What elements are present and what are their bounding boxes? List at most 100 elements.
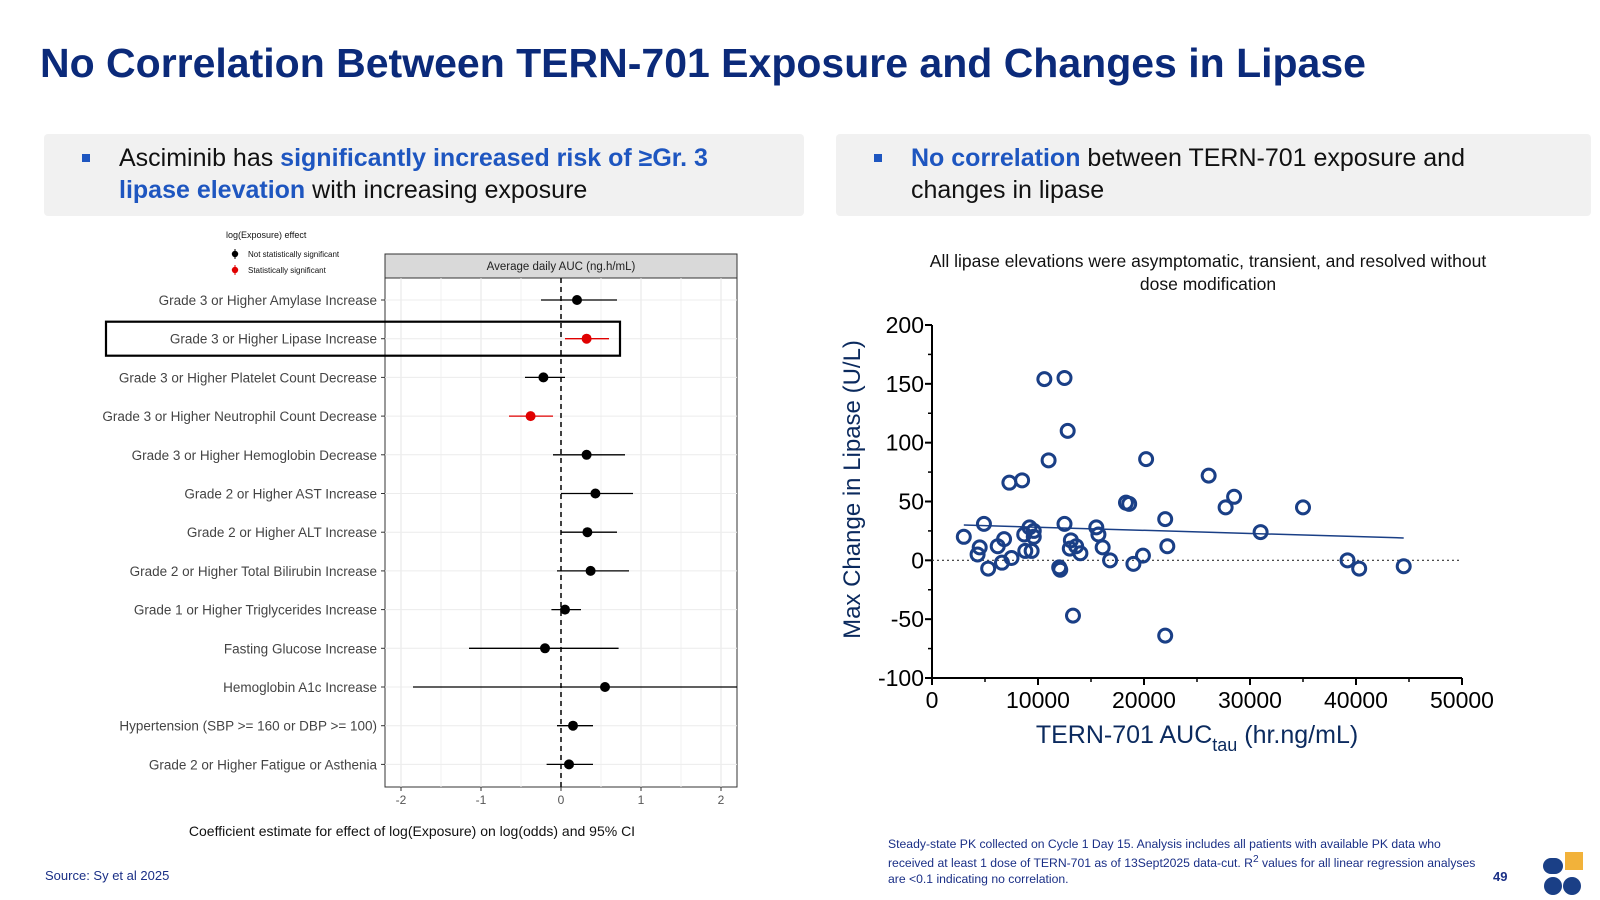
forest-point [581, 449, 592, 460]
scatter-point [1226, 488, 1243, 505]
slide-title: No Correlation Between TERN-701 Exposure… [40, 40, 1366, 86]
forest-row-label: Grade 2 or Higher ALT Increase [187, 525, 377, 540]
scatter-x-tick-label: 30000 [1218, 687, 1282, 713]
forest-row-label: Grade 3 or Higher Hemoglobin Decrease [132, 448, 377, 463]
forest-legend-label: Statistically significant [248, 266, 327, 275]
scatter-point [1056, 369, 1073, 386]
left-bullet-post: with increasing exposure [305, 176, 588, 204]
forest-point [600, 682, 610, 692]
scatter-point [1072, 545, 1089, 562]
forest-point [538, 372, 549, 383]
scatter-point [996, 531, 1013, 548]
bullet-square-icon [874, 154, 882, 162]
forest-point [568, 720, 578, 731]
forest-point [581, 333, 592, 344]
scatter-point [1217, 499, 1234, 516]
forest-point [525, 411, 536, 422]
scatter-point [1001, 474, 1018, 491]
left-bullet-panel: Asciminib has significantly increased ri… [44, 134, 804, 216]
scatter-x-axis-label: TERN-701 AUCtau (hr.ng/mL) [1036, 721, 1358, 755]
forest-strip-title: Average daily AUC (ng.h/mL) [487, 261, 636, 273]
scatter-y-tick-label: 100 [886, 430, 924, 456]
left-bullet-text: Asciminib has significantly increased ri… [119, 142, 774, 206]
forest-row-label: Grade 2 or Higher Total Bilirubin Increa… [130, 564, 377, 579]
scatter-point [971, 539, 988, 556]
scatter-y-tick-label: 50 [898, 489, 924, 515]
forest-point [572, 295, 582, 305]
forest-legend-marker [231, 250, 239, 258]
scatter-point [1157, 627, 1174, 644]
page-number: 49 [1493, 869, 1508, 884]
scatter-point [1395, 558, 1412, 575]
scatter-y-axis-label: Max Change in Lipase (U/L) [839, 340, 866, 639]
forest-point [585, 565, 596, 576]
forest-row-label: Grade 3 or Higher Lipase Increase [170, 332, 377, 347]
scatter-y-tick-label: 200 [886, 312, 924, 338]
scatter-point [955, 528, 972, 545]
forest-x-tick-label: 2 [718, 793, 725, 807]
scatter-y-tick-label: 0 [911, 547, 924, 573]
scatter-point [1351, 560, 1368, 577]
bullet-square-icon [82, 154, 90, 162]
forest-point [540, 643, 550, 654]
forest-x-tick-label: -1 [476, 793, 487, 807]
forest-row-label: Hypertension (SBP >= 160 or DBP >= 100) [119, 719, 377, 734]
forest-row-label: Grade 3 or Higher Platelet Count Decreas… [119, 370, 377, 385]
forest-strip-header [384, 253, 738, 279]
scatter-x-tick-label: 20000 [1112, 687, 1176, 713]
scatter-point [980, 560, 997, 577]
left-bullet-pre: Asciminib has [119, 144, 281, 172]
footnote: Steady-state PK collected on Cycle 1 Day… [888, 836, 1488, 887]
forest-row-label: Grade 3 or Higher Amylase Increase [159, 293, 377, 308]
scatter-point [1125, 555, 1142, 572]
scatter-point [1025, 528, 1042, 545]
scatter-point [1159, 538, 1176, 555]
forest-point [582, 527, 593, 538]
scatter-point [1121, 495, 1138, 512]
scatter-y-tick-label: -100 [878, 665, 924, 691]
right-bullet-post: between TERN-701 exposure and changes in… [911, 144, 1465, 204]
forest-point [564, 759, 574, 770]
scatter-point [969, 546, 986, 563]
forest-row-label: Grade 1 or Higher Triglycerides Increase [134, 603, 377, 618]
source-citation: Source: Sy et al 2025 [45, 868, 170, 883]
scatter-point [1138, 451, 1155, 468]
forest-point [590, 488, 601, 499]
scatter-title-line-1: All lipase elevations were asymptomatic,… [930, 251, 1487, 271]
scatter-point [1088, 519, 1105, 536]
scatter-point [1036, 371, 1053, 388]
scatter-point [1252, 524, 1269, 541]
scatter-point [1017, 542, 1034, 559]
forest-legend-marker [231, 266, 239, 274]
forest-x-tick-label: -2 [396, 793, 407, 807]
scatter-point [1056, 515, 1073, 532]
scatter-x-tick-label: 50000 [1430, 687, 1494, 713]
scatter-point [1339, 552, 1356, 569]
scatter-point [1134, 547, 1151, 564]
scatter-point [1102, 552, 1119, 569]
footnote-superscript: 2 [1252, 854, 1259, 865]
scatter-y-tick-label: -50 [891, 606, 924, 632]
scatter-point [1059, 422, 1076, 439]
right-bullet-highlight: No correlation [911, 144, 1081, 172]
forest-row-label: Grade 2 or Higher AST Increase [184, 487, 377, 502]
footnote-part-1: Steady-state PK collected on Cycle 1 Day… [888, 837, 1441, 871]
scatter-title-line-2: dose modification [1140, 274, 1276, 294]
forest-row-label: Hemoglobin A1c Increase [223, 680, 377, 695]
scatter-y-tick-label: 150 [886, 371, 924, 397]
scatter-x-tick-label: 10000 [1006, 687, 1070, 713]
scatter-point [1025, 522, 1042, 539]
footnote-part-2: values for all linear regression analyse… [888, 856, 1476, 887]
right-bullet-text: No correlation between TERN-701 exposure… [911, 142, 1561, 206]
forest-highlight-box [104, 320, 622, 357]
scatter-x-tick-label: 40000 [1324, 687, 1388, 713]
scatter-point [1040, 452, 1057, 469]
scatter-x-tick-label: 0 [926, 687, 939, 713]
forest-x-tick-label: 0 [558, 793, 565, 807]
left-bullet-highlight: significantly increased risk of ≥Gr. 3 l… [119, 144, 708, 204]
scatter-point [1200, 467, 1217, 484]
right-bullet-panel: No correlation between TERN-701 exposure… [836, 134, 1591, 216]
forest-row-label: Grade 2 or Higher Fatigue or Asthenia [149, 757, 378, 772]
scatter-point [1052, 561, 1069, 578]
